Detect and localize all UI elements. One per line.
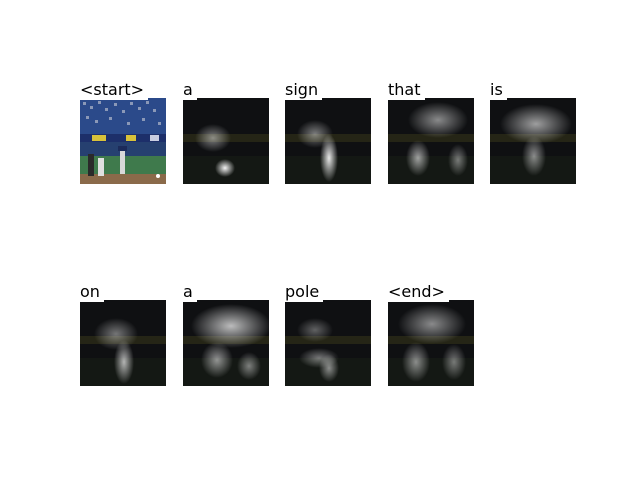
word-label: pole [285,284,324,302]
attention-map [388,300,474,386]
word-label: a [183,82,197,100]
panel-word-3: that [388,82,474,184]
panel-word-7: pole [285,284,371,386]
panel-word-4: is [490,82,576,184]
panel-word-2: sign [285,82,371,184]
attention-map [388,98,474,184]
word-label: <start> [80,82,149,100]
attention-map [285,300,371,386]
word-label: sign [285,82,323,100]
attention-map [183,300,269,386]
word-label: <end> [388,284,449,302]
word-label: that [388,82,425,100]
panel-word-5: on [80,284,166,386]
attention-map [285,98,371,184]
attention-map [490,98,576,184]
original-image [80,98,166,184]
word-label: a [183,284,197,302]
attention-map [183,98,269,184]
panel-word-8: <end> [388,284,474,386]
panel-word-0: <start> [80,82,166,184]
panel-word-1: a [183,82,269,184]
panel-word-6: a [183,284,269,386]
word-label: is [490,82,507,100]
word-label: on [80,284,104,302]
attention-map [80,300,166,386]
